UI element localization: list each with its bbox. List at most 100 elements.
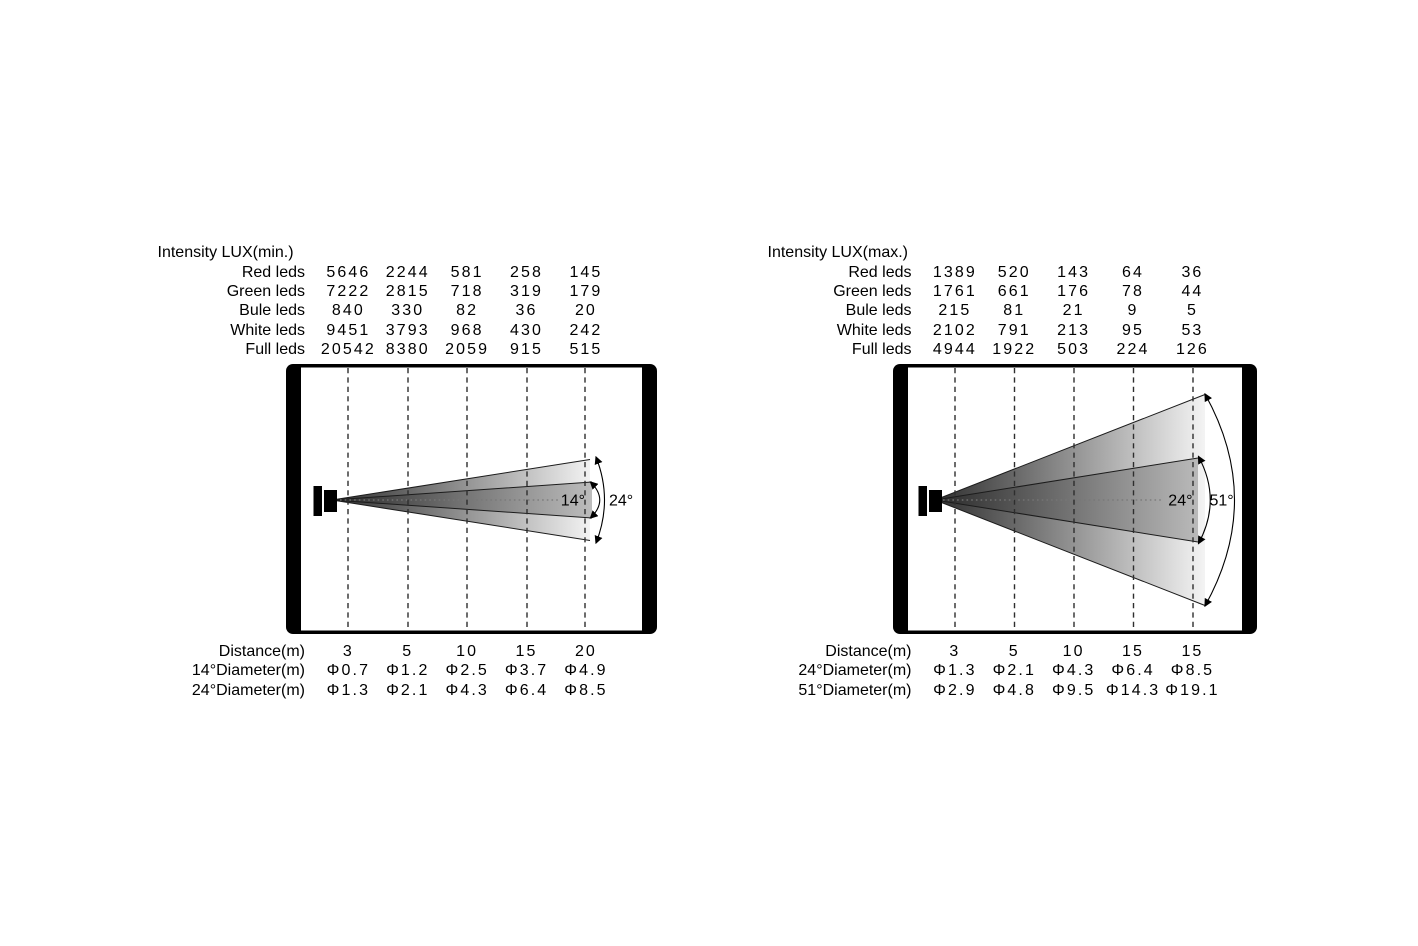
intensity-title-max: Intensity LUX(max.) — [767, 244, 908, 262]
value-cell: 78 — [1122, 282, 1145, 300]
value-cell: 53 — [1181, 321, 1204, 339]
value-cell: 915 — [510, 340, 544, 358]
value-cell: 2815 — [385, 282, 430, 300]
angle-label-inner: 14° — [561, 493, 585, 510]
row-label: Bule leds — [239, 302, 305, 320]
value-cell: 179 — [569, 282, 603, 300]
value-cell: 213 — [1057, 321, 1091, 339]
row-label: Full leds — [245, 340, 305, 358]
value-cell: Φ1.3 — [933, 662, 977, 679]
value-cell: Φ1.2 — [386, 662, 430, 679]
value-cell: Φ4.3 — [1051, 662, 1096, 679]
value-cell: 718 — [450, 282, 484, 300]
value-cell: 3 — [342, 642, 354, 660]
value-cell: Φ1.3 — [326, 681, 371, 699]
row-label: Green leds — [226, 282, 305, 300]
value-cell: 791 — [997, 321, 1031, 339]
value-cell: 126 — [1175, 340, 1209, 358]
value-cell: 3793 — [385, 321, 430, 339]
value-cell: 515 — [569, 340, 603, 358]
value-cell: 3 — [949, 642, 961, 660]
angle-label-outer: 24° — [609, 493, 633, 510]
value-cell: 4944 — [932, 340, 977, 358]
value-cell: 661 — [997, 282, 1031, 300]
row-label: Green leds — [833, 282, 912, 300]
value-cell: 36 — [1181, 263, 1204, 281]
angle-label-inner: 24° — [1168, 493, 1192, 510]
angle-label-outer: 51° — [1210, 493, 1234, 510]
value-cell: 2244 — [385, 263, 430, 281]
row-label: 14°Diameter(m) — [191, 662, 305, 679]
value-cell: 1761 — [932, 282, 977, 300]
value-cell: 176 — [1057, 282, 1091, 300]
table-row: Green leds 1761 661 176 78 44 — [762, 282, 1223, 301]
value-cell: 15 — [1122, 642, 1145, 660]
value-cell: 215 — [938, 302, 972, 320]
value-cell: Φ6.4 — [1111, 662, 1155, 679]
distance-gridlines — [954, 368, 1194, 630]
row-label: White leds — [230, 321, 305, 339]
table-row: Red leds 1389 520 143 64 36 — [762, 263, 1223, 282]
row-label: Red leds — [241, 263, 305, 281]
value-cell: 10 — [1062, 642, 1085, 660]
value-cell: Φ19.1 — [1165, 681, 1220, 699]
value-cell: 64 — [1122, 263, 1145, 281]
value-cell: 258 — [510, 263, 544, 281]
value-cell: Φ4.9 — [564, 662, 608, 679]
distance-table-min: Distance(m) 3 5 10 15 20 14°Diameter(m) … — [155, 642, 616, 701]
table-row: Bule leds 840 330 82 36 20 — [155, 301, 616, 320]
table-row: Green leds 7222 2815 718 319 179 — [155, 282, 616, 301]
value-cell: Φ2.5 — [445, 662, 489, 679]
value-cell: 1922 — [992, 340, 1037, 358]
value-cell: 503 — [1057, 340, 1091, 358]
table-row: Distance(m) 3 5 10 15 15 — [762, 642, 1223, 662]
value-cell: Φ4.8 — [992, 681, 1036, 699]
value-cell: 5 — [402, 642, 414, 660]
intensity-table-max: Red leds 1389 520 143 64 36 Green leds 1… — [762, 263, 1223, 359]
value-cell: 44 — [1181, 282, 1204, 300]
value-cell: 224 — [1116, 340, 1150, 358]
value-cell: Φ2.9 — [933, 681, 977, 699]
value-cell: Φ2.1 — [386, 681, 430, 699]
table-row: Full leds 4944 1922 503 224 126 — [762, 340, 1223, 359]
beam-diagram-max: 24° 51° — [893, 364, 1257, 634]
value-cell: 2059 — [445, 340, 490, 358]
row-label: Distance(m) — [218, 642, 305, 660]
value-cell: 840 — [331, 302, 365, 320]
distance-table-max: Distance(m) 3 5 10 15 15 24°Diameter(m) … — [762, 642, 1223, 701]
value-cell: 319 — [510, 282, 544, 300]
angle-arc-outer — [1204, 392, 1236, 608]
value-cell: 968 — [450, 321, 484, 339]
value-cell: Φ0.7 — [326, 662, 371, 679]
value-cell: Φ14.3 — [1105, 681, 1161, 699]
value-cell: 5646 — [326, 263, 371, 281]
value-cell: 20 — [574, 642, 597, 660]
angle-arc-outer — [594, 455, 606, 545]
value-cell: Φ8.5 — [564, 681, 608, 699]
table-row: Bule leds 215 81 21 9 5 — [762, 301, 1223, 320]
value-cell: 430 — [510, 321, 544, 339]
value-cell: Φ4.3 — [445, 681, 489, 699]
value-cell: 82 — [456, 302, 479, 320]
table-row: 51°Diameter(m) Φ2.9 Φ4.8 Φ9.5 Φ14.3 Φ19.… — [762, 681, 1223, 701]
value-cell: 145 — [569, 263, 603, 281]
value-cell: 8380 — [385, 340, 430, 358]
table-row: White leds 9451 3793 968 430 242 — [155, 321, 616, 340]
table-row: White leds 2102 791 213 95 53 — [762, 321, 1223, 340]
beam-diagram-min: 14° 24° — [286, 364, 657, 634]
value-cell: Φ2.1 — [992, 662, 1036, 679]
value-cell: 81 — [1003, 302, 1026, 320]
intensity-title-min: Intensity LUX(min.) — [157, 244, 294, 262]
light-fixture-icon — [313, 486, 337, 516]
intensity-table-min: Red leds 5646 2244 581 258 145 Green led… — [155, 263, 616, 359]
row-label: 24°Diameter(m) — [798, 662, 912, 679]
value-cell: 5 — [1008, 642, 1020, 660]
value-cell: 9 — [1127, 302, 1139, 320]
value-cell: 36 — [515, 302, 538, 320]
value-cell: 15 — [515, 642, 538, 660]
row-label: Full leds — [851, 340, 912, 358]
row-label: 51°Diameter(m) — [798, 681, 912, 699]
value-cell: 520 — [997, 263, 1031, 281]
table-row: 14°Diameter(m) Φ0.7 Φ1.2 Φ2.5 Φ3.7 Φ4.9 — [155, 661, 616, 681]
